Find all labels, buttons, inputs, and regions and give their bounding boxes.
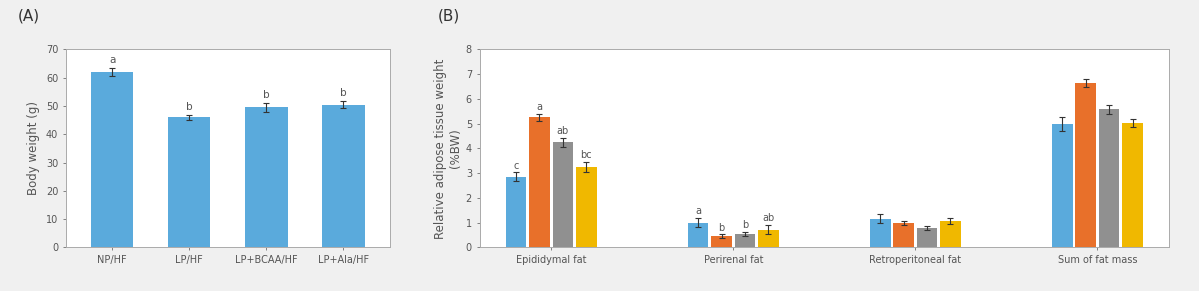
Bar (576, 167, 597, 247)
Bar (711, 236, 731, 247)
Bar (529, 118, 549, 247)
Bar (940, 221, 960, 247)
Text: c: c (513, 161, 519, 171)
Text: b: b (186, 102, 193, 112)
Bar (91, 72, 133, 247)
Bar (893, 223, 914, 247)
Bar (1052, 124, 1073, 247)
Bar (1099, 109, 1120, 247)
Bar (553, 142, 573, 247)
Text: bc: bc (580, 150, 592, 160)
Text: (B): (B) (438, 9, 460, 24)
Bar (245, 107, 288, 247)
Bar (870, 219, 891, 247)
Bar (168, 117, 211, 247)
Bar (917, 228, 938, 247)
Text: b: b (263, 90, 270, 100)
Text: ab: ab (763, 213, 775, 223)
Bar (735, 234, 755, 247)
Text: a: a (109, 55, 115, 65)
Text: ab: ab (556, 126, 570, 136)
Text: (A): (A) (18, 9, 40, 24)
Bar (1122, 123, 1143, 247)
Text: b: b (742, 220, 748, 230)
Y-axis label: Body weight (g): Body weight (g) (28, 101, 41, 196)
Y-axis label: Relative adipose tissue weight
(%BW): Relative adipose tissue weight (%BW) (434, 58, 462, 239)
Bar (758, 230, 778, 247)
Text: b: b (341, 88, 347, 98)
Text: a: a (695, 206, 701, 217)
Text: b: b (718, 223, 724, 233)
Bar (323, 104, 364, 247)
Bar (688, 223, 709, 247)
Text: a: a (536, 102, 542, 112)
Bar (506, 177, 526, 247)
Bar (1076, 83, 1096, 247)
